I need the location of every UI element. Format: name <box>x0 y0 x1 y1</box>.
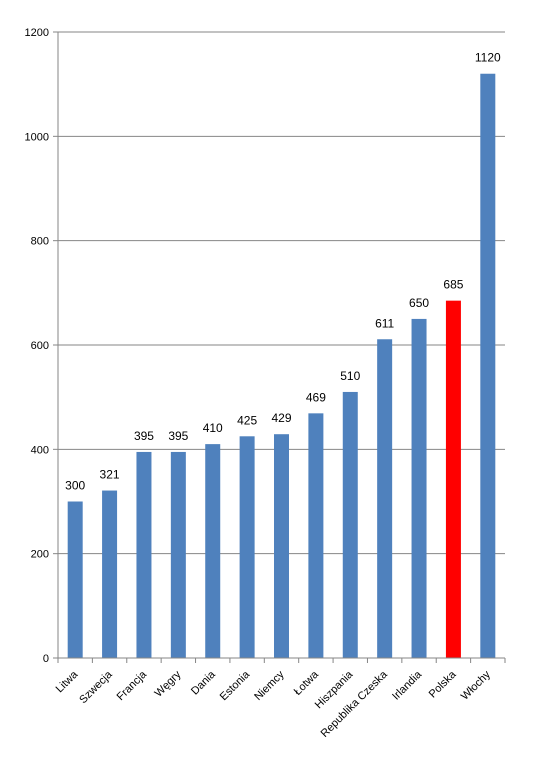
x-tick-label: Polska <box>427 668 459 700</box>
x-tick-label: Węgry <box>153 668 184 699</box>
data-label: 395 <box>134 429 154 443</box>
data-label: 611 <box>375 316 394 330</box>
data-label: 395 <box>168 429 188 443</box>
bar <box>480 73 496 658</box>
bar <box>342 391 358 658</box>
x-tick-label: Estonia <box>218 668 253 703</box>
x-tick-label: Szwecja <box>77 668 115 706</box>
data-label: 429 <box>271 411 291 425</box>
data-label: 650 <box>409 296 429 310</box>
y-tick-label: 1200 <box>25 27 49 39</box>
bar <box>239 436 255 658</box>
data-label: 510 <box>340 369 360 383</box>
bar <box>136 451 152 658</box>
x-tick-label: Irlandia <box>390 668 425 703</box>
x-tick-label: Łotwa <box>292 668 322 698</box>
gridlines <box>58 31 505 555</box>
axes <box>57 32 506 663</box>
y-tick-label: 0 <box>43 653 49 665</box>
data-label: 469 <box>306 390 326 404</box>
bars <box>67 73 496 658</box>
y-tick-label: 800 <box>31 236 49 248</box>
bar <box>67 501 83 658</box>
bar <box>205 444 221 658</box>
x-tick-label: Włochy <box>459 668 493 702</box>
bar <box>377 339 393 658</box>
data-labels: 300 321 395 395 410 425 429 469 510 611 650 685 1120 <box>65 51 501 493</box>
y-tick-label: 600 <box>31 340 49 352</box>
x-tick-label: Republika Czeska <box>319 668 391 740</box>
y-axis-ticks: 0 200 400 600 800 1000 1200 <box>25 27 58 665</box>
bar <box>308 413 324 658</box>
data-label: 321 <box>100 468 120 482</box>
data-label: 425 <box>237 413 257 427</box>
x-tick-label: Francja <box>115 668 150 703</box>
bar <box>411 318 427 658</box>
x-tick-label: Niemcy <box>252 668 287 703</box>
y-tick-label: 1000 <box>25 131 49 143</box>
data-label: 410 <box>203 421 223 435</box>
y-tick-label: 200 <box>31 549 49 561</box>
y-tick-label: 400 <box>31 444 49 456</box>
bar <box>170 451 186 658</box>
data-label: 685 <box>443 278 463 292</box>
data-label: 300 <box>65 479 85 493</box>
bar <box>274 434 289 658</box>
bar <box>102 490 118 658</box>
x-tick-label: Litwa <box>54 668 81 695</box>
bar <box>445 300 461 658</box>
data-label: 1120 <box>475 51 501 65</box>
x-tick-label: Dania <box>189 668 218 697</box>
